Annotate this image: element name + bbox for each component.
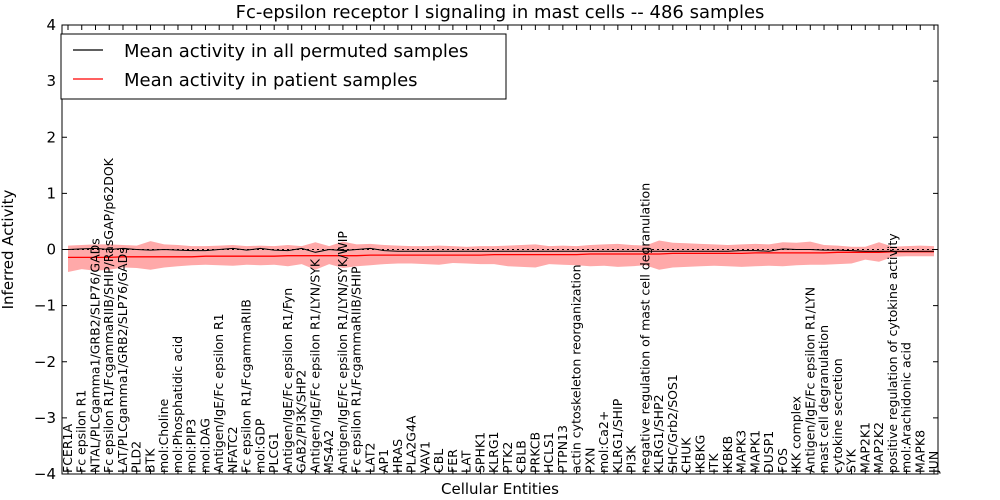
x-tick-label: Antigen/IgE/Fc epsilon R1/LYN [802, 287, 817, 473]
x-tick-label: Fc epsilon R1/FcgammaRIIB/SHIP/RasGAP/p6… [101, 157, 116, 473]
y-tick-label: 4 [46, 16, 56, 34]
x-tick-label: LAT/PLCgamma1/GRB2/SLP76/GADs [115, 247, 130, 473]
legend-box [60, 33, 507, 100]
x-tick-label: mol:Arachidonic acid [899, 342, 914, 473]
legend: Mean activity in all permuted samples Me… [60, 33, 507, 100]
x-tick-label: Antigen/IgE/Fc epsilon R1/LYN/SYK [307, 258, 322, 473]
y-tick-label: −3 [34, 409, 56, 427]
x-tick-label: Antigen/IgE/Fc epsilon R1 [211, 313, 226, 473]
x-tick-label: actin cytoskeleton reorganization [569, 264, 584, 473]
y-tick-label: 2 [46, 128, 56, 146]
x-tick-label: MAPK1 [747, 430, 762, 473]
x-tick-label: FCER1A [60, 424, 75, 473]
x-tick-label: MAPK3 [734, 430, 749, 473]
x-tick-label: GAB2/PI3K/SHP2 [294, 370, 309, 473]
x-tick-label: mol:GDP [252, 418, 267, 473]
x-tick-label: MAP2K2 [871, 422, 886, 473]
x-tick-label: PRKCB [527, 432, 542, 473]
x-tick-label: CBLB [514, 440, 529, 473]
x-tick-label: KLRG1/SHP2 [651, 394, 666, 473]
y-tick-label: −4 [34, 465, 56, 483]
x-tick-label: IKBKG [692, 435, 707, 473]
x-tick-label: negative regulation of mast cell degranu… [637, 183, 652, 473]
x-tick-label: LAT [459, 450, 474, 473]
x-tick-label: ITK [706, 453, 721, 473]
x-tick-label: mol:PIP3 [184, 419, 199, 473]
y-tick-label: −2 [34, 353, 56, 371]
x-tick-label: PLA2G4A [404, 415, 419, 473]
plot-area [62, 240, 938, 272]
patient-activity-band [68, 240, 934, 272]
x-tick-label: SYK [844, 448, 859, 473]
x-tick-label: cytokine secretion [830, 358, 845, 473]
x-tick-label: SPHK1 [472, 432, 487, 473]
x-tick-label: CHUK [679, 437, 694, 473]
permuted-mean-line [67, 247, 934, 253]
x-tick-label: KLRG1/SHIP [610, 398, 625, 473]
x-tick-label: MAPK8 [912, 430, 927, 473]
y-axis-label: Inferred Activity [0, 189, 17, 309]
x-tick-label: PTPN13 [555, 425, 570, 473]
x-tick-label: Antigen/IgE/Fc epsilon R1/Fyn [280, 288, 295, 473]
x-tick-label: DUSP1 [761, 431, 776, 473]
x-tick-label: NFATC2 [225, 426, 240, 473]
y-tick-label: 0 [46, 241, 56, 259]
x-tick-label: IKBKB [720, 436, 735, 473]
x-tick-label: JUN [926, 451, 941, 474]
x-tick-label: mol:DAG [198, 418, 213, 473]
x-tick-label: mol:Phosphatidic acid [170, 336, 185, 473]
y-tick-label: 1 [46, 184, 56, 202]
x-tick-label: FOS [775, 448, 790, 473]
x-tick-label: PLCG1 [266, 432, 281, 473]
x-tick-label: NTAL/PLCgamma1/GRB2/SLP76/GADs [88, 238, 103, 473]
x-tick-label: PI3K [624, 445, 639, 473]
x-tick-label: HRAS [390, 439, 405, 473]
x-tick-label: PLD2 [129, 441, 144, 473]
x-tick-label: FER [445, 449, 460, 473]
x-tick-label: VAV1 [417, 441, 432, 473]
x-axis-label: Cellular Entities [441, 480, 559, 498]
x-tick-label: mast cell degranulation [816, 325, 831, 473]
x-tick-label: mol:Choline [156, 398, 171, 473]
patient-mean-line [68, 251, 934, 259]
x-tick-label: LAT2 [362, 443, 377, 473]
x-tick-label: CBL [431, 449, 446, 473]
y-tick-label: −1 [34, 297, 56, 315]
x-tick-label: IKK complex [789, 396, 804, 473]
y-tick-label: 3 [46, 72, 56, 90]
legend-label-permuted: Mean activity in all permuted samples [124, 41, 468, 62]
x-tick-label: MAP2K1 [857, 422, 872, 473]
x-tick-label: MS4A2 [321, 430, 336, 473]
x-tick-label: AP1 [376, 449, 391, 473]
x-tick-label: Antigen/IgE/Fc epsilon R1/LYN/SYK/WIP [335, 231, 350, 473]
x-tick-label: PXN [582, 448, 597, 473]
x-tick-label: SHC/Grb2/SOS1 [665, 374, 680, 473]
x-tick-label: mol:Ca2+ [596, 411, 611, 473]
y-axis: 4 3 2 1 0 −1 −2 −3 −4 [34, 16, 938, 483]
x-tick-label: Fc epsilon R1/FcgammaRIIB [239, 299, 254, 473]
x-tick-label: KLRG1 [486, 432, 501, 474]
x-tick-label: Fc epsilon R1 [74, 390, 89, 473]
x-tick-label: Fc epsilon R1/FcgammaRIIB/SHIP [349, 266, 364, 473]
x-tick-label: positive regulation of cytokine activity [885, 233, 900, 473]
chart-title: Fc-epsilon receptor I signaling in mast … [236, 2, 765, 23]
x-tick-label: PTK2 [500, 442, 515, 473]
x-tick-label: HCLS1 [541, 432, 556, 473]
legend-label-patient: Mean activity in patient samples [124, 70, 418, 91]
x-tick-label: BTK [143, 448, 158, 473]
